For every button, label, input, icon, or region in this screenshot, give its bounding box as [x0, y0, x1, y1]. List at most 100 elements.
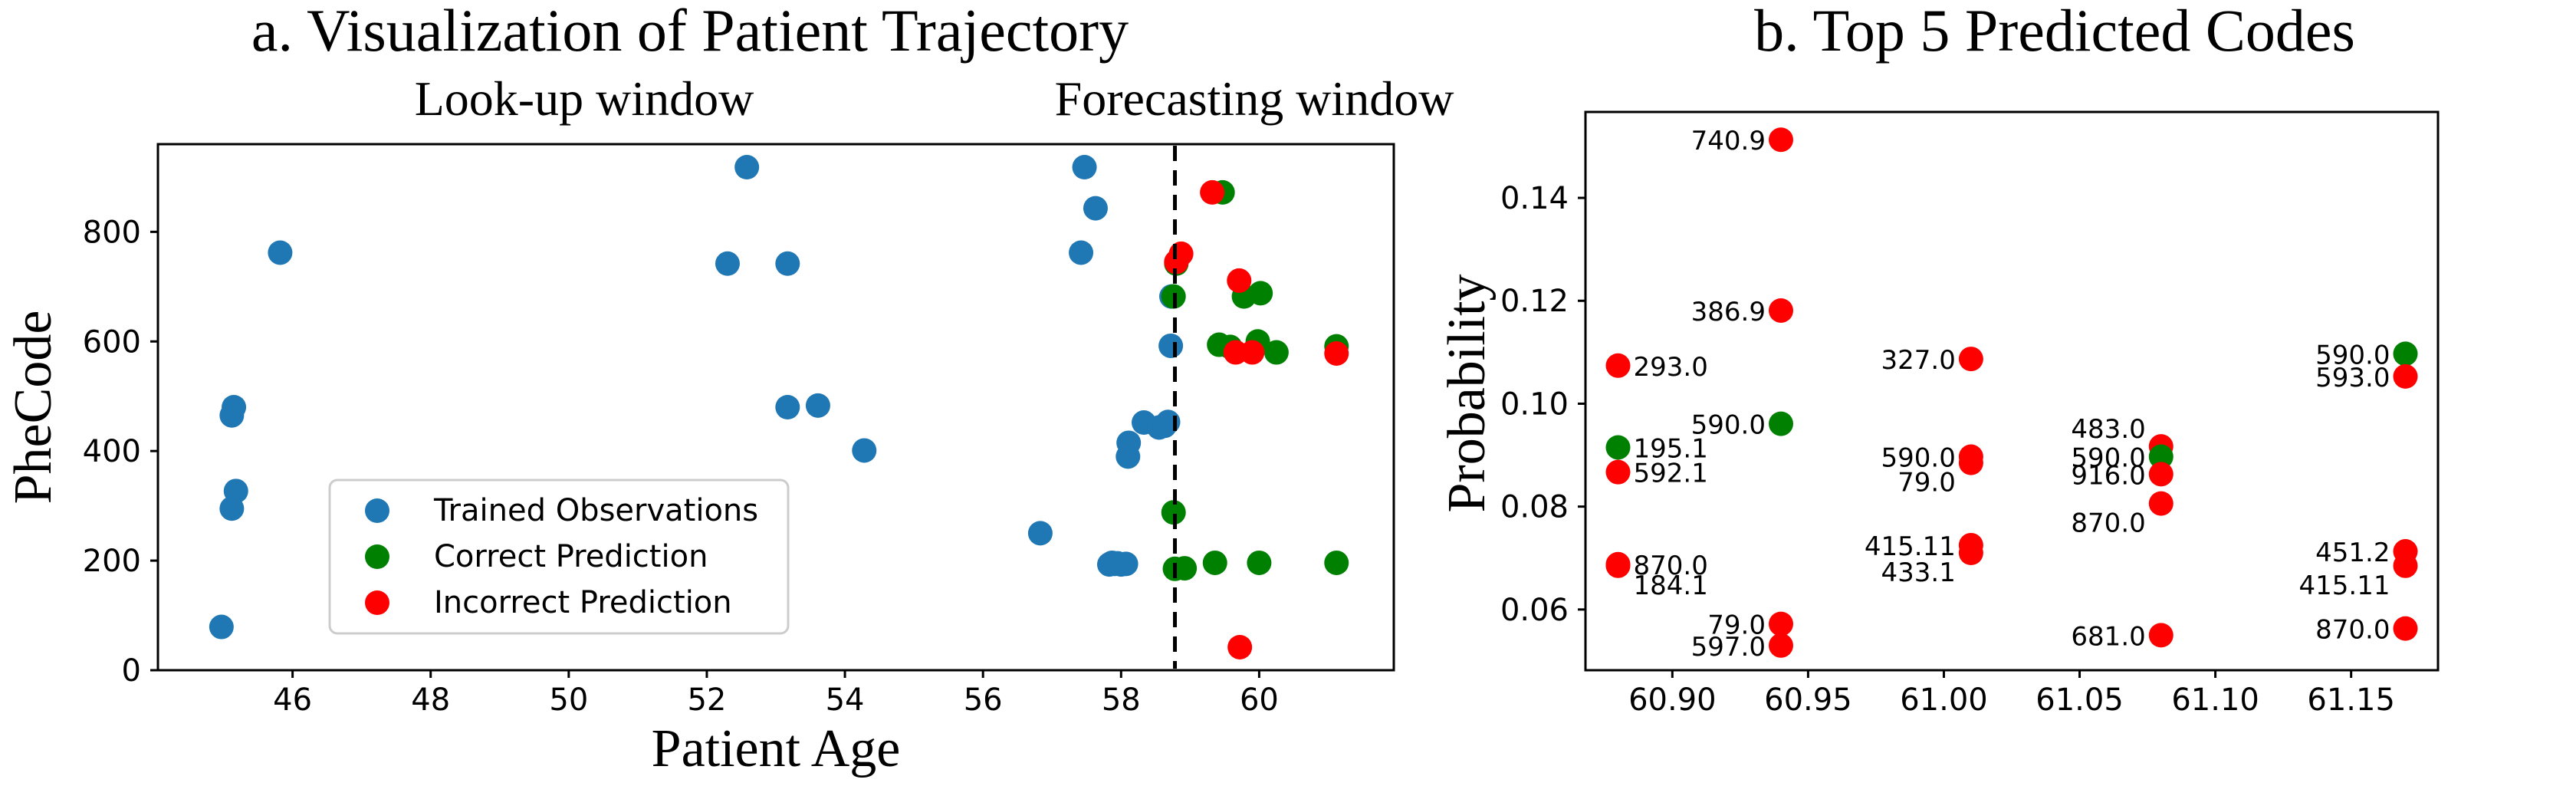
point-correct [1324, 550, 1349, 575]
point-probability [2393, 363, 2418, 389]
legend-label-incorrect: Incorrect Prediction [434, 585, 732, 620]
x-tick-label: 56 [964, 682, 1003, 718]
chart-a-title: a. Visualization of Patient Trajectory [251, 0, 1129, 64]
point-trained [1116, 430, 1142, 455]
point-code-label: 597.0 [1691, 632, 1766, 663]
chart-b-points: 293.0195.1592.1870.0184.1740.9386.9590.0… [1605, 126, 2418, 663]
point-code-label: 593.0 [2315, 363, 2390, 393]
point-incorrect [1240, 340, 1265, 365]
point-probability [1768, 611, 1793, 636]
point-code-label: 592.1 [1633, 459, 1707, 489]
point-incorrect [1227, 634, 1253, 659]
point-code-label: 590.0 [2315, 340, 2390, 370]
chart-b-x-ticks: 60.90 60.95 61.00 61.05 61.10 61.15 [1628, 670, 2395, 718]
point-probability [1768, 411, 1793, 436]
point-code-label: 184.1 [1633, 571, 1707, 601]
y-tick-label: 0.14 [1500, 181, 1569, 216]
point-incorrect [1324, 340, 1349, 366]
chart-a-points [209, 155, 1349, 659]
point-code-label: 79.0 [1707, 610, 1766, 641]
chart-a-x-ticks: 46 48 50 52 54 56 58 60 [273, 670, 1279, 718]
legend-marker-incorrect [365, 590, 389, 615]
point-probability [2148, 623, 2174, 648]
y-tick-label: 0.10 [1500, 386, 1569, 422]
point-correct [1248, 281, 1273, 306]
point-probability [2393, 553, 2418, 578]
point-probability [1605, 553, 1631, 578]
x-tick-label: 60 [1240, 682, 1279, 718]
point-code-label: 590.0 [2071, 443, 2145, 474]
point-trained [268, 240, 293, 265]
point-correct [1161, 500, 1186, 525]
point-code-label: 740.9 [1691, 126, 1766, 156]
x-tick-label: 48 [411, 682, 450, 718]
point-code-label: 870.0 [1633, 551, 1707, 581]
point-trained [775, 251, 800, 276]
point-trained [1113, 551, 1138, 577]
point-trained [1158, 333, 1184, 358]
point-code-label: 293.0 [1633, 352, 1707, 383]
legend-label-trained: Trained Observations [433, 493, 758, 528]
point-incorrect [1227, 268, 1252, 293]
chart-a-x-label: Patient Age [652, 719, 901, 778]
chart-a-y-label: PheCode [4, 311, 63, 505]
y-tick-label: 400 [83, 434, 141, 469]
legend-label-correct: Correct Prediction [434, 539, 708, 574]
point-probability [2148, 462, 2174, 487]
point-probability [1768, 298, 1793, 323]
point-probability [1605, 353, 1631, 378]
y-tick-label: 600 [83, 324, 141, 360]
point-code-label: 415.11 [2299, 571, 2390, 601]
x-tick-label: 58 [1102, 682, 1141, 718]
point-code-label: 433.1 [1881, 557, 1956, 588]
chart-a-y-ticks: 0 200 400 600 800 [83, 215, 158, 689]
point-probability [1958, 541, 1983, 566]
x-tick-label: 50 [549, 682, 588, 718]
point-incorrect [1168, 241, 1194, 266]
x-tick-label: 61.00 [1900, 682, 1988, 718]
chart-b-axes-frame [1584, 110, 2440, 672]
point-trained [852, 438, 877, 463]
point-correct [1247, 550, 1272, 575]
point-incorrect [1200, 179, 1225, 205]
x-tick-label: 46 [273, 682, 312, 718]
chart-a-axes-frame [156, 143, 1395, 672]
y-tick-label: 0 [122, 653, 141, 689]
point-probability [2393, 616, 2418, 641]
legend-frame [328, 479, 790, 635]
point-probability [2393, 341, 2418, 367]
point-trained [222, 395, 247, 419]
point-code-label: 415.11 [1865, 531, 1956, 562]
y-tick-label: 0.06 [1500, 593, 1569, 628]
x-tick-label: 54 [826, 682, 865, 718]
legend-marker-correct [365, 544, 389, 569]
point-code-label: 386.9 [1691, 297, 1766, 327]
x-tick-label: 60.95 [1764, 682, 1852, 718]
point-probability [1605, 435, 1631, 460]
x-tick-label: 52 [687, 682, 726, 718]
point-correct [1202, 550, 1227, 575]
y-tick-label: 0.08 [1500, 490, 1569, 525]
x-tick-label: 61.15 [2307, 682, 2395, 718]
point-code-label: 870.0 [2071, 508, 2145, 539]
chart-a-legend: Trained Observations Correct Prediction … [328, 479, 790, 635]
x-tick-label: 60.90 [1628, 682, 1717, 718]
y-tick-label: 0.12 [1500, 284, 1569, 319]
point-probability [1958, 347, 1983, 372]
point-trained [1083, 196, 1108, 221]
point-trained [734, 155, 760, 180]
point-code-label: 79.0 [1898, 468, 1956, 498]
point-code-label: 590.0 [1691, 410, 1766, 441]
x-tick-label: 61.05 [2036, 682, 2124, 718]
point-code-label: 195.1 [1633, 433, 1707, 464]
point-correct [1263, 340, 1289, 365]
point-code-label: 451.2 [2315, 538, 2390, 568]
x-tick-label: 61.10 [2171, 682, 2259, 718]
chart-b-y-ticks: 0.06 0.08 0.10 0.12 0.14 [1500, 181, 1585, 628]
point-code-label: 327.0 [1881, 345, 1956, 376]
point-probability [2148, 491, 2174, 516]
chart-b-y-label: Probability [1438, 274, 1497, 512]
point-trained [715, 251, 740, 276]
point-correct [1172, 556, 1198, 581]
